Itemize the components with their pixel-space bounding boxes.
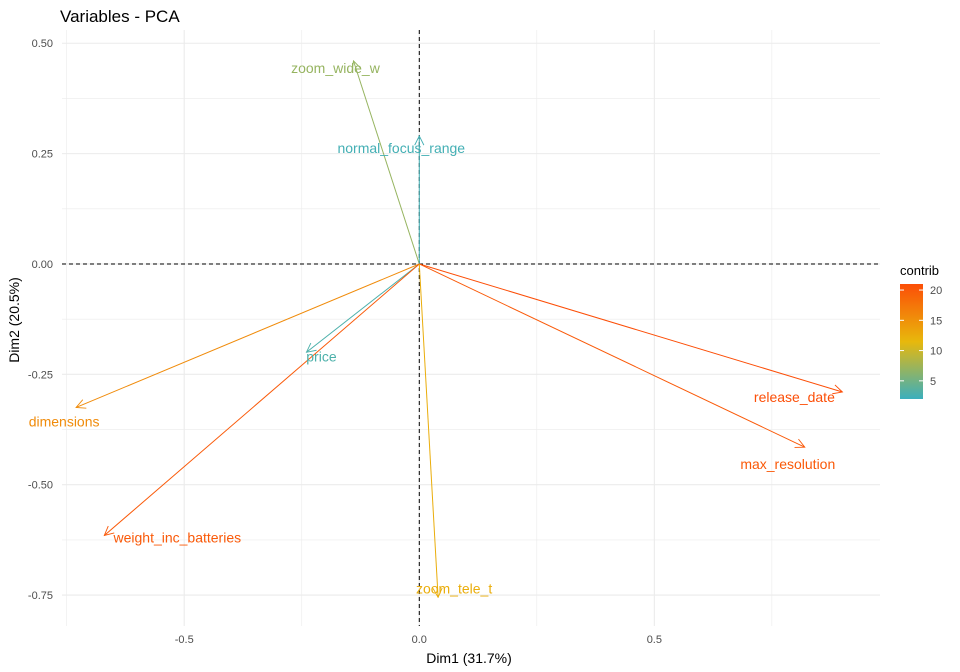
variable-arrow-max-resolution: [419, 263, 804, 447]
variable-arrow-zoom-tele-t: [418, 263, 438, 597]
variable-label-price: price: [306, 348, 337, 364]
y-tick-label: 0.25: [32, 149, 53, 161]
variable-arrow-zoom-wide-w: [353, 61, 420, 265]
y-axis-title: Dim2 (20.5%): [6, 277, 22, 363]
y-tick-label: 0.00: [32, 259, 53, 271]
variable-arrows: [76, 61, 842, 597]
legend: contrib 5 10 15 20: [900, 263, 942, 399]
legend-tick-label: 20: [930, 285, 942, 297]
legend-colorbar: [900, 284, 923, 399]
variable-label-zoom-tele-t: zoom_tele_t: [416, 580, 492, 596]
variable-arrow-weight-inc-batteries: [104, 263, 420, 536]
y-tick-label: -0.25: [28, 369, 53, 381]
legend-tick-label: 5: [930, 376, 936, 388]
x-tick-label: 0.0: [412, 634, 427, 646]
legend-ticks: 5 10 15 20: [900, 285, 942, 388]
chart-title: Variables - PCA: [60, 7, 180, 26]
x-tick-label: -0.5: [175, 634, 194, 646]
axis-ticks: -0.5 0.0 0.5 -0.75 -0.50 -0.25 0.00 0.25 0.50: [28, 38, 662, 646]
variable-label-max-resolution: max_resolution: [740, 456, 835, 472]
reference-lines: [62, 30, 880, 626]
y-tick-label: -0.50: [28, 480, 53, 492]
variable-arrow-release-date: [419, 263, 842, 392]
x-axis-title: Dim1 (31.7%): [426, 650, 512, 666]
variable-arrow-dimensions: [76, 263, 420, 407]
variable-label-release-date: release_date: [754, 389, 835, 405]
variable-label-zoom-wide-w: zoom_wide_w: [291, 60, 381, 76]
x-tick-label: 0.5: [647, 634, 662, 646]
y-tick-label: -0.75: [28, 590, 53, 602]
legend-tick-label: 10: [930, 346, 942, 358]
variable-label-dimensions: dimensions: [29, 413, 100, 429]
legend-tick-label: 15: [930, 315, 942, 327]
variable-label-weight-inc-batteries: weight_inc_batteries: [112, 529, 241, 545]
legend-title: contrib: [900, 263, 939, 278]
variable-arrow-price: [306, 263, 420, 352]
y-tick-label: 0.50: [32, 38, 53, 50]
variable-label-normal-focus-range: normal_focus_range: [337, 140, 465, 156]
